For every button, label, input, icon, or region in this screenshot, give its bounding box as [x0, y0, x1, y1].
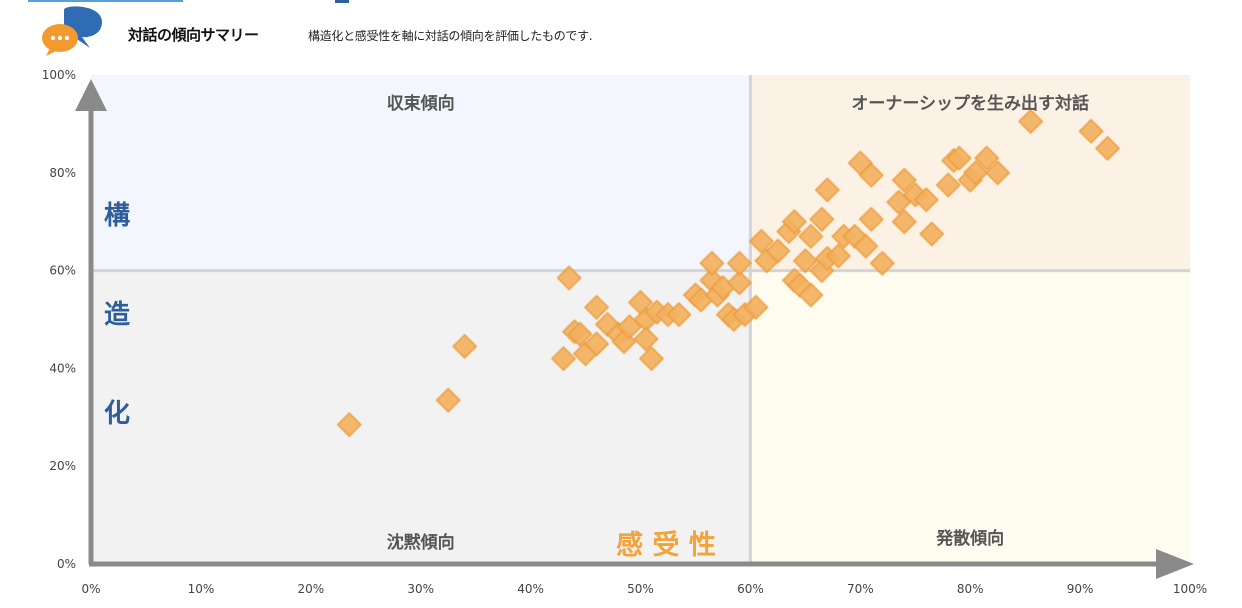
data-point: [919, 221, 945, 247]
x-tick-label: 30%: [407, 582, 434, 596]
data-point: [743, 294, 769, 320]
x-tick-label: 90%: [1067, 582, 1094, 596]
quadrant-top-left: [91, 75, 751, 271]
y-tick-label: 0%: [57, 557, 76, 571]
y-axis-label-char: 化: [104, 399, 130, 429]
data-point: [452, 333, 478, 359]
data-point: [798, 223, 824, 249]
y-tick-label: 80%: [49, 166, 76, 180]
y-axis-label-char: 構: [104, 201, 130, 231]
data-point: [809, 206, 835, 232]
data-point: [913, 187, 939, 213]
data-point: [1095, 135, 1121, 161]
data-point: [891, 167, 917, 193]
y-tick-label: 40%: [49, 361, 76, 375]
page-title: 対話の傾向サマリー: [128, 26, 259, 44]
x-tick-label: 10%: [188, 582, 215, 596]
quadrant-label-top-right: オーナーシップを生み出す対話: [851, 93, 1089, 114]
y-axis-arrow: [75, 79, 107, 111]
data-point: [638, 346, 665, 372]
quadrant-label-top-left: 収束傾向: [387, 93, 455, 114]
y-axis-label-char: 造: [104, 300, 130, 330]
x-tick-label: 0%: [81, 582, 100, 596]
data-point: [792, 248, 818, 274]
data-point: [814, 177, 840, 203]
data-point: [825, 243, 851, 269]
y-tick-label: 20%: [49, 459, 76, 473]
data-point: [963, 160, 989, 186]
data-point: [858, 162, 884, 188]
data-point: [798, 282, 824, 308]
data-point: [891, 209, 917, 235]
data-point: [435, 387, 461, 413]
x-tick-label: 50%: [627, 582, 654, 596]
data-point: [666, 302, 692, 328]
y-tick-label: 60%: [49, 264, 76, 278]
data-point: [748, 228, 774, 254]
top-accent-mark: [335, 0, 349, 3]
data-point: [726, 250, 752, 276]
data-point: [985, 160, 1011, 186]
data-point: [765, 238, 791, 264]
x-tick-label: 80%: [957, 582, 984, 596]
x-tick-label: 100%: [1173, 582, 1207, 596]
x-tick-label: 70%: [847, 582, 874, 596]
data-point: [974, 145, 1000, 171]
data-point: [699, 250, 725, 276]
data-point: [853, 233, 879, 259]
chat-bubbles-icon: [42, 6, 102, 56]
quadrant-bottom-right: [750, 270, 1190, 564]
page-description: 構造化と感受性を軸に対話の傾向を評価したものです.: [308, 29, 593, 43]
data-point: [1078, 118, 1104, 144]
data-point: [935, 172, 961, 198]
data-point: [726, 270, 752, 296]
data-point: [946, 145, 972, 171]
x-tick-label: 60%: [737, 582, 764, 596]
data-point: [858, 206, 884, 232]
x-axis-arrow: [1156, 549, 1194, 579]
data-point: [869, 250, 895, 276]
x-tick-label: 20%: [297, 582, 324, 596]
data-point: [583, 294, 610, 320]
data-point: [556, 265, 582, 291]
top-accent-line: [28, 0, 183, 2]
data-point: [1018, 108, 1044, 135]
data-point: [567, 321, 593, 347]
data-point: [583, 331, 610, 357]
x-tick-label: 40%: [517, 582, 544, 596]
quadrant-label-bottom-right: 発散傾向: [935, 528, 1004, 549]
data-point: [781, 209, 807, 235]
data-point: [633, 326, 659, 352]
x-axis-label: 感 受 性: [616, 529, 716, 561]
y-tick-label: 100%: [42, 68, 76, 82]
data-point: [336, 412, 362, 438]
data-point: [551, 346, 577, 372]
quadrant-label-bottom-left: 沈黙傾向: [387, 532, 455, 553]
